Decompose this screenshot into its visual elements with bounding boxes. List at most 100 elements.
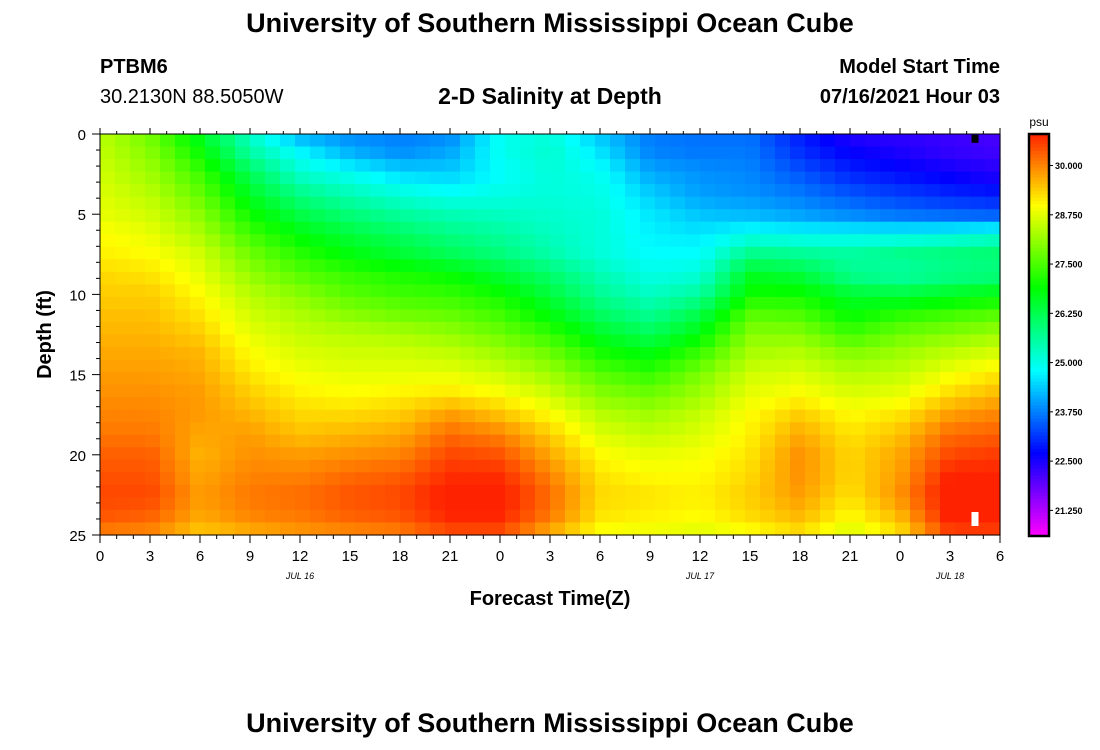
heat-cell [865, 397, 881, 411]
heat-cell [325, 334, 341, 348]
heat-cell [220, 171, 236, 185]
heat-cell [370, 309, 386, 323]
heat-cell [340, 134, 356, 148]
heat-cell [160, 447, 176, 461]
heat-cell [820, 334, 836, 348]
colorbar-segment [1029, 144, 1049, 148]
heat-cell [625, 434, 641, 448]
heat-cell [400, 209, 416, 223]
heat-cell [205, 347, 221, 361]
heat-cell [445, 409, 461, 423]
heat-cell [760, 359, 776, 373]
heat-cell [460, 246, 476, 260]
heat-cell [325, 447, 341, 461]
heat-cell [490, 484, 506, 499]
heat-cell [640, 246, 656, 260]
heat-cell [295, 522, 311, 536]
heat-cell [595, 271, 611, 285]
heat-cell [760, 159, 776, 173]
heat-cell [820, 484, 836, 499]
heat-cell [565, 409, 581, 423]
heat-cell [595, 384, 611, 398]
heat-cell [805, 296, 821, 311]
heat-cell [100, 146, 116, 160]
date-labels: JUL 16 JUL 17 JUL 18 [285, 571, 964, 581]
heat-cell [505, 321, 521, 336]
heat-cell [265, 334, 281, 348]
heat-cell [235, 184, 251, 198]
heat-cell [745, 284, 761, 298]
heat-cell [760, 146, 776, 160]
colorbar-segment [1029, 154, 1049, 159]
heat-cell [985, 347, 1001, 361]
heat-cell [760, 321, 776, 336]
heat-cell [565, 284, 581, 298]
heat-cell [700, 434, 716, 448]
heat-cell [745, 321, 761, 336]
heat-cell [535, 146, 551, 160]
heat-cell [550, 347, 566, 361]
heat-cell [280, 184, 296, 198]
heat-cell [640, 497, 656, 511]
heat-cell [475, 171, 491, 185]
heat-cell [535, 472, 551, 486]
heat-cell [790, 246, 806, 260]
heat-cell [430, 284, 446, 298]
colorbar-segment [1029, 475, 1049, 480]
colorbar-segment [1029, 515, 1049, 520]
heat-cell [985, 321, 1001, 336]
heat-cell [910, 359, 926, 373]
heat-cell [685, 422, 701, 436]
heat-cell [160, 409, 176, 423]
heat-cell [655, 384, 671, 398]
heat-cell [100, 184, 116, 198]
heat-cell [790, 447, 806, 461]
heat-cell [460, 309, 476, 323]
heat-cell [325, 397, 341, 411]
heat-cell [505, 221, 521, 235]
heat-cell [985, 497, 1001, 511]
heat-cell [865, 234, 881, 248]
heat-cell [175, 484, 191, 499]
heat-cell [895, 296, 911, 311]
heat-cell [145, 196, 161, 210]
heat-cell [235, 284, 251, 298]
heat-cell [460, 472, 476, 486]
heat-cell [550, 284, 566, 298]
heat-cell [520, 209, 536, 223]
heat-cell [640, 484, 656, 499]
heat-cell [415, 221, 431, 235]
heat-cell [895, 271, 911, 285]
heat-cell [520, 509, 536, 524]
heat-cell [730, 484, 746, 499]
heat-cell [670, 159, 686, 173]
heat-cell [370, 334, 386, 348]
heat-cell [790, 321, 806, 336]
heat-cell [910, 497, 926, 511]
heat-cell [880, 397, 896, 411]
heat-cell [475, 284, 491, 298]
heat-cell [190, 184, 206, 198]
heat-cell [595, 259, 611, 273]
heat-cell [655, 234, 671, 248]
heat-cell [235, 384, 251, 398]
heat-cell [700, 284, 716, 298]
heat-cell [550, 296, 566, 311]
heat-cell [940, 271, 956, 285]
heat-cell [955, 472, 971, 486]
heat-cell [970, 246, 986, 260]
heat-cell [565, 497, 581, 511]
heat-cell [670, 209, 686, 223]
heat-cell [535, 159, 551, 173]
heat-cell [400, 397, 416, 411]
heat-cell [550, 259, 566, 273]
heat-cell [820, 397, 836, 411]
heat-cell [355, 259, 371, 273]
colorbar-segment [1029, 415, 1049, 420]
colorbar-segment [1029, 502, 1049, 507]
heat-cell [940, 221, 956, 235]
heat-cell [520, 159, 536, 173]
heat-cell [910, 246, 926, 260]
heat-cell [595, 296, 611, 311]
heat-cell [685, 134, 701, 148]
